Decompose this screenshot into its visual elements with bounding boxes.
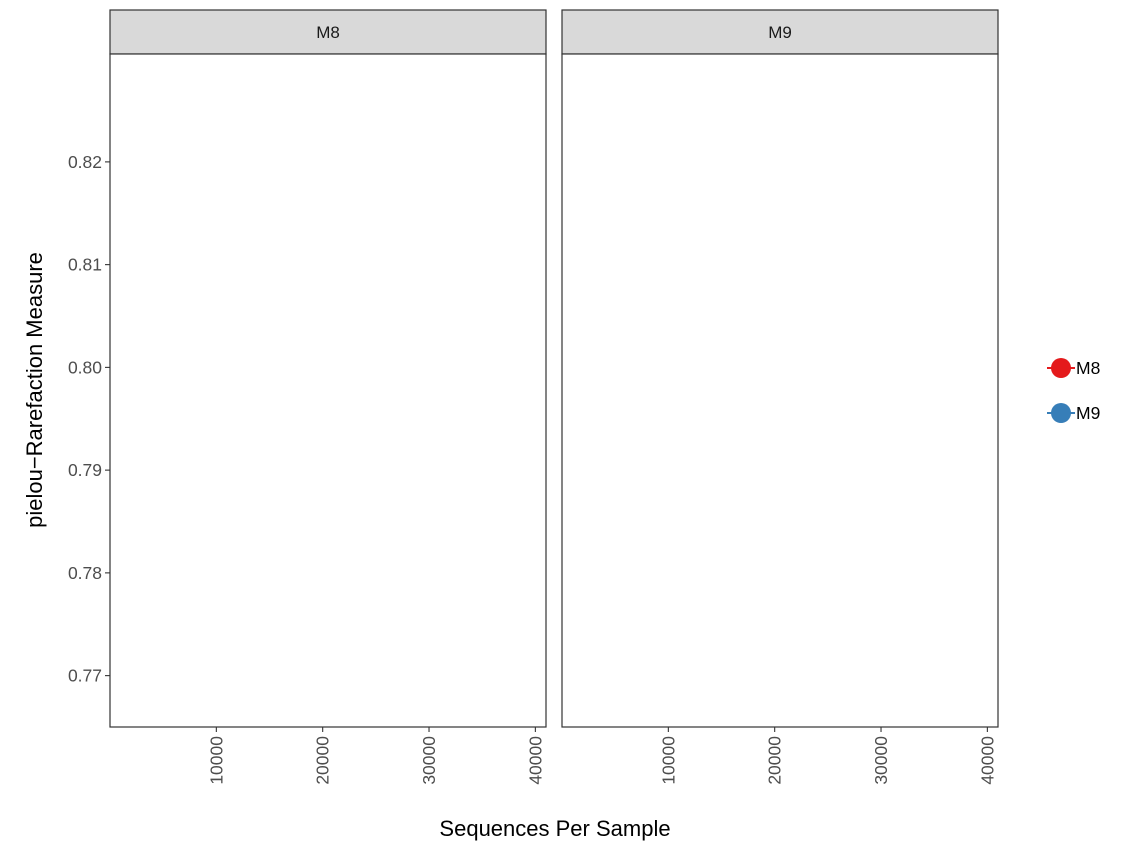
legend-item-m9: M9 [1047, 403, 1100, 423]
y-axis-title: pielou−Rarefaction Measure [22, 252, 47, 528]
x-tick-label: 10000 [206, 736, 226, 785]
facet-panels: M8 10000 20000 30000 40000 M9 10000 20000 30000 4… [109, 9, 999, 785]
y-tick-label: 0.82 [68, 152, 102, 172]
x-tick-label: 30000 [419, 736, 439, 785]
y-tick-label: 0.79 [68, 460, 102, 480]
legend-key-point [1051, 403, 1071, 423]
facet-panel-m9: M9 10000 20000 30000 40000 [561, 9, 999, 785]
legend-label: M8 [1076, 358, 1100, 378]
x-tick-label: 20000 [765, 736, 785, 785]
facet-strip [109, 9, 547, 55]
legend: M8 M9 [1047, 358, 1100, 423]
x-tick-label: 10000 [658, 736, 678, 785]
y-tick-label: 0.77 [68, 666, 102, 686]
panel-border [109, 53, 547, 728]
x-axis-title: Sequences Per Sample [439, 816, 670, 841]
panel-border [561, 53, 999, 728]
x-tick-label: 30000 [871, 736, 891, 785]
facet-strip-label: M8 [316, 23, 340, 42]
x-tick-label: 20000 [313, 736, 333, 785]
legend-key-point [1051, 358, 1071, 378]
facet-strip-label: M9 [768, 23, 792, 42]
y-tick-label: 0.81 [68, 255, 102, 275]
y-axis: 0.77 0.78 0.79 0.80 0.81 0.82 [68, 152, 110, 686]
y-tick-label: 0.80 [68, 357, 102, 377]
x-tick-label: 40000 [977, 736, 997, 785]
facet-panel-m8: M8 10000 20000 30000 40000 [109, 9, 547, 785]
y-tick-label: 0.78 [68, 563, 102, 583]
legend-item-m8: M8 [1047, 358, 1100, 378]
legend-label: M9 [1076, 403, 1100, 423]
x-tick-label: 40000 [525, 736, 545, 785]
facet-strip [561, 9, 999, 55]
